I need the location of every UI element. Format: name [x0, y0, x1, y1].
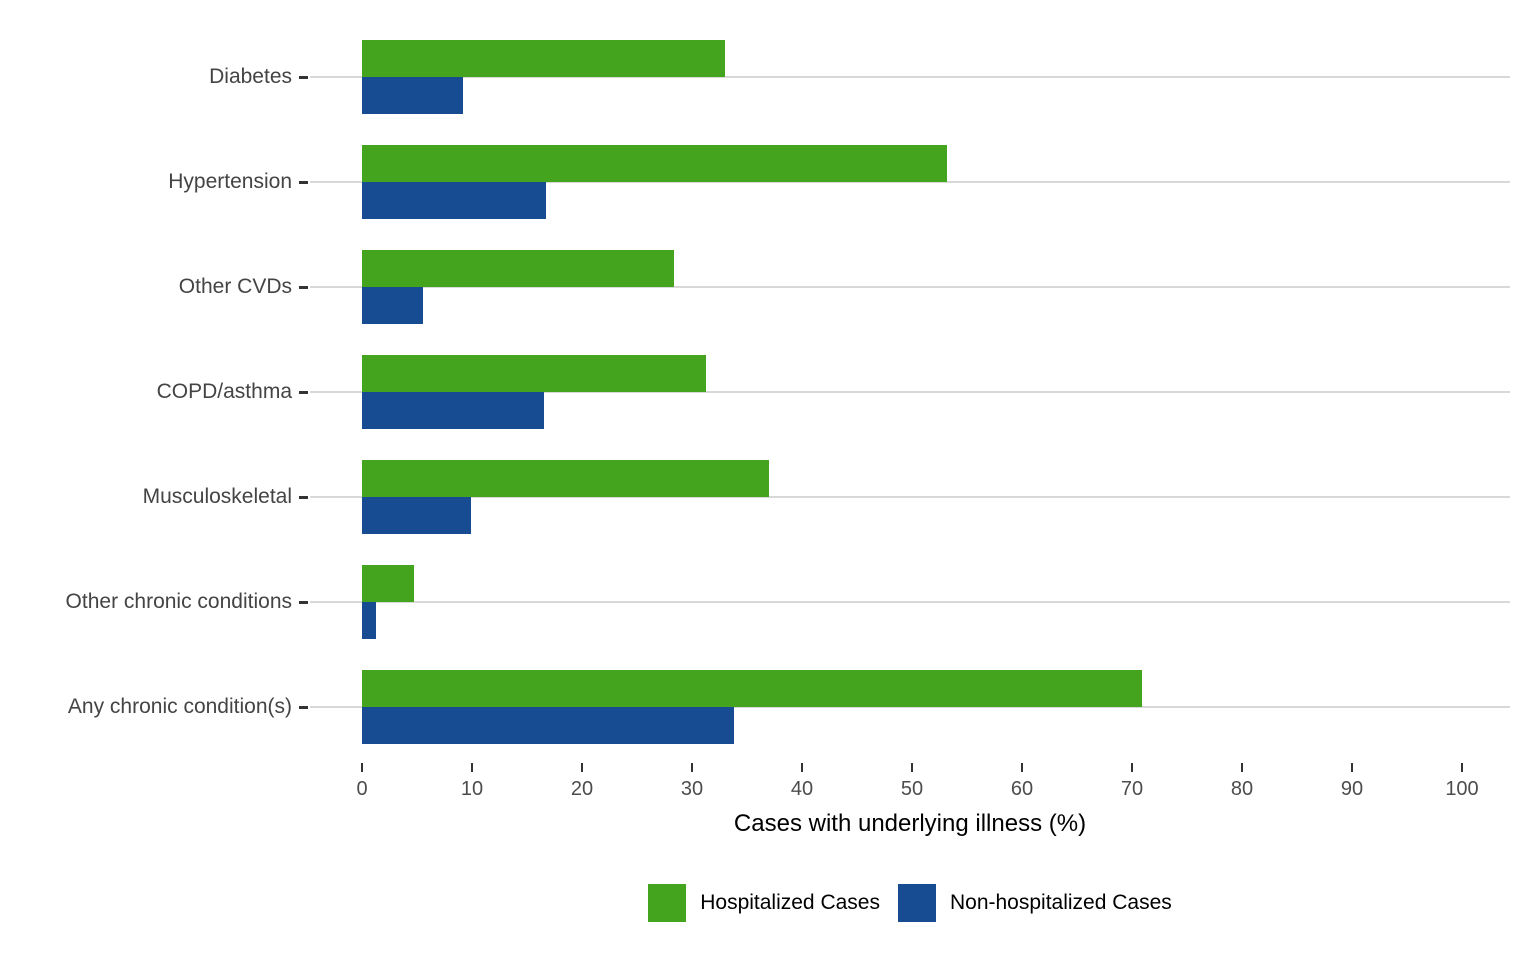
x-axis-tick	[1131, 763, 1133, 772]
bar-hospitalized	[362, 250, 675, 288]
y-axis-tick	[299, 391, 308, 395]
x-axis-tick-label: 30	[680, 778, 704, 800]
legend-label-hospitalized: Hospitalized Cases	[700, 891, 880, 914]
y-axis-tick	[299, 601, 308, 605]
gridline	[310, 496, 1510, 499]
x-axis-tick-label: 20	[570, 778, 594, 800]
x-axis-tick-label: 100	[1445, 778, 1479, 800]
bar-non-hospitalized	[362, 182, 546, 220]
x-axis-tick	[911, 763, 913, 772]
gridline	[310, 76, 1510, 79]
x-axis-tick	[471, 763, 473, 772]
bar-hospitalized	[362, 460, 769, 498]
category-label: Other CVDs	[178, 275, 292, 299]
gridline	[310, 706, 1510, 709]
y-axis-tick	[299, 76, 308, 80]
bar-non-hospitalized	[362, 287, 423, 325]
legend-item-hospitalized: Hospitalized Cases	[648, 884, 880, 922]
category-label: Other chronic conditions	[65, 590, 292, 614]
x-axis-title: Cases with underlying illness (%)	[733, 810, 1087, 837]
x-axis-tick-label: 50	[900, 778, 924, 800]
legend-item-non-hospitalized: Non-hospitalized Cases	[897, 884, 1172, 922]
bar-hospitalized	[362, 145, 948, 183]
x-axis-tick	[801, 763, 803, 772]
y-axis-tick	[299, 181, 308, 185]
gridline	[310, 601, 1510, 604]
bar-hospitalized	[362, 565, 414, 603]
legend-swatch-non-hospitalized-icon	[897, 884, 936, 922]
y-axis-tick	[299, 706, 308, 710]
category-label: COPD/asthma	[156, 380, 292, 404]
bar-non-hospitalized	[362, 497, 471, 535]
x-axis-tick	[1021, 763, 1023, 772]
category-label: Any chronic condition(s)	[67, 695, 292, 719]
bar-hospitalized	[362, 670, 1142, 708]
gridline	[310, 181, 1510, 184]
x-axis-tick-label: 90	[1340, 778, 1364, 800]
x-axis-tick	[691, 763, 693, 772]
legend-label-non-hospitalized: Non-hospitalized Cases	[949, 891, 1172, 914]
x-axis-tick-label: 80	[1230, 778, 1254, 800]
gridline	[310, 286, 1510, 289]
x-axis-tick-label: 0	[356, 778, 368, 800]
x-axis-tick	[581, 763, 583, 772]
category-label: Musculoskeletal	[142, 485, 292, 509]
x-axis-tick	[1241, 763, 1243, 772]
x-axis-tick-label: 10	[460, 778, 484, 800]
category-label: Hypertension	[168, 170, 292, 194]
x-axis-tick	[361, 763, 363, 772]
category-label: Diabetes	[209, 65, 292, 89]
bar-non-hospitalized	[362, 707, 734, 745]
legend: Hospitalized Cases Non-hospitalized Case…	[310, 884, 1510, 922]
x-axis-tick-label: 40	[790, 778, 814, 800]
y-axis-tick	[299, 496, 308, 500]
bar-non-hospitalized	[362, 77, 464, 115]
legend-swatch-hospitalized-icon	[648, 884, 687, 922]
x-axis-tick	[1461, 763, 1463, 772]
y-axis-tick	[299, 286, 308, 290]
bar-hospitalized	[362, 40, 725, 78]
x-axis-tick	[1351, 763, 1353, 772]
bar-non-hospitalized	[362, 602, 377, 640]
gridline	[310, 391, 1510, 394]
x-axis-tick-label: 70	[1120, 778, 1144, 800]
bar-hospitalized	[362, 355, 707, 393]
bar-non-hospitalized	[362, 392, 544, 430]
x-axis-tick-label: 60	[1010, 778, 1034, 800]
